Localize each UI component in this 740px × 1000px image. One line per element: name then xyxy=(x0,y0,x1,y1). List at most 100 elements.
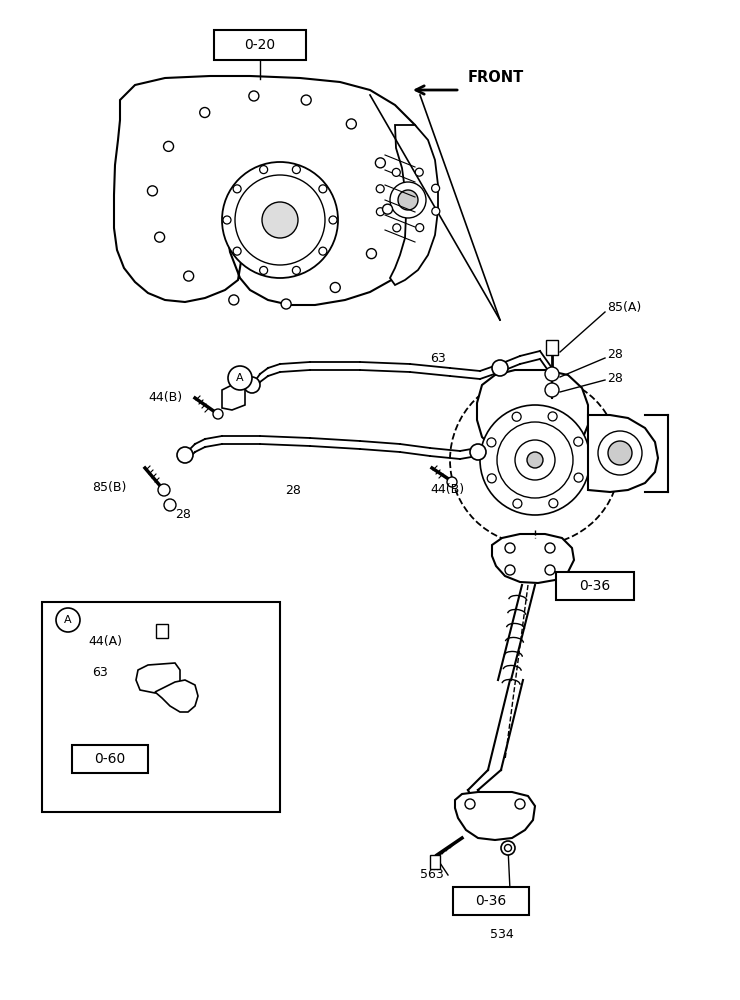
Text: 0-20: 0-20 xyxy=(244,38,275,52)
Circle shape xyxy=(377,208,384,216)
Circle shape xyxy=(480,405,590,515)
Text: 85(A): 85(A) xyxy=(607,302,642,314)
Circle shape xyxy=(487,474,497,483)
Text: 28: 28 xyxy=(607,371,623,384)
Bar xyxy=(556,572,634,600)
Circle shape xyxy=(431,184,440,192)
Bar xyxy=(42,602,280,812)
Bar xyxy=(453,887,529,915)
Circle shape xyxy=(447,477,457,487)
Circle shape xyxy=(392,168,400,176)
Circle shape xyxy=(281,299,291,309)
Circle shape xyxy=(492,360,508,376)
Polygon shape xyxy=(477,370,588,455)
Text: 44(B): 44(B) xyxy=(430,484,464,496)
Circle shape xyxy=(260,266,268,274)
Circle shape xyxy=(545,367,559,381)
Circle shape xyxy=(229,295,239,305)
Polygon shape xyxy=(136,663,180,693)
Circle shape xyxy=(262,202,298,238)
Circle shape xyxy=(505,543,515,553)
Circle shape xyxy=(574,473,583,482)
Circle shape xyxy=(319,185,327,193)
Circle shape xyxy=(415,168,423,176)
Circle shape xyxy=(260,166,268,174)
Polygon shape xyxy=(492,534,574,583)
Text: 85(B): 85(B) xyxy=(92,482,127,494)
Circle shape xyxy=(155,232,164,242)
Circle shape xyxy=(548,412,557,421)
Bar xyxy=(546,340,558,355)
Circle shape xyxy=(608,441,632,465)
Circle shape xyxy=(319,247,327,255)
Text: 0-36: 0-36 xyxy=(475,894,507,908)
Bar xyxy=(214,30,306,60)
Bar xyxy=(430,855,440,869)
Text: 28: 28 xyxy=(607,349,623,361)
Circle shape xyxy=(598,431,642,475)
Circle shape xyxy=(497,422,573,498)
Text: 44(A): 44(A) xyxy=(88,636,122,648)
Polygon shape xyxy=(222,383,245,410)
Circle shape xyxy=(249,91,259,101)
Bar xyxy=(72,745,148,773)
Circle shape xyxy=(366,249,377,259)
Polygon shape xyxy=(588,415,658,492)
Text: FRONT: FRONT xyxy=(468,70,524,86)
Circle shape xyxy=(200,108,209,118)
Circle shape xyxy=(222,162,338,278)
Text: 63: 63 xyxy=(430,352,445,364)
Text: 534: 534 xyxy=(490,928,514,942)
Circle shape xyxy=(177,447,193,463)
Circle shape xyxy=(346,119,357,129)
Circle shape xyxy=(383,204,392,214)
Text: 0-60: 0-60 xyxy=(95,752,126,766)
Circle shape xyxy=(158,484,170,496)
Circle shape xyxy=(545,565,555,575)
Circle shape xyxy=(233,185,241,193)
Circle shape xyxy=(233,247,241,255)
Circle shape xyxy=(147,186,158,196)
Circle shape xyxy=(56,608,80,632)
Circle shape xyxy=(501,841,515,855)
Circle shape xyxy=(223,216,231,224)
Bar xyxy=(156,624,168,638)
Text: 0-36: 0-36 xyxy=(579,579,610,593)
Circle shape xyxy=(398,190,418,210)
Circle shape xyxy=(574,437,583,446)
Text: 44(B): 44(B) xyxy=(148,391,182,404)
Polygon shape xyxy=(155,680,198,712)
Circle shape xyxy=(228,366,252,390)
Text: 63: 63 xyxy=(92,666,108,680)
Circle shape xyxy=(213,409,223,419)
Circle shape xyxy=(375,158,386,168)
Circle shape xyxy=(164,499,176,511)
Circle shape xyxy=(465,799,475,809)
Circle shape xyxy=(515,440,555,480)
Circle shape xyxy=(513,499,522,508)
Text: 28: 28 xyxy=(285,484,301,496)
Circle shape xyxy=(545,383,559,397)
Circle shape xyxy=(184,271,194,281)
Circle shape xyxy=(505,844,511,852)
Circle shape xyxy=(390,182,426,218)
Circle shape xyxy=(545,543,555,553)
Circle shape xyxy=(301,95,312,105)
Circle shape xyxy=(292,266,300,274)
Circle shape xyxy=(515,799,525,809)
Circle shape xyxy=(393,224,401,232)
Text: A: A xyxy=(236,373,243,383)
Circle shape xyxy=(329,216,337,224)
Circle shape xyxy=(487,438,496,447)
Circle shape xyxy=(512,412,521,421)
Polygon shape xyxy=(114,76,430,305)
Text: 563: 563 xyxy=(420,867,444,880)
Circle shape xyxy=(470,444,486,460)
Circle shape xyxy=(164,141,174,151)
Circle shape xyxy=(549,499,558,508)
Polygon shape xyxy=(390,125,438,285)
Polygon shape xyxy=(455,792,535,840)
Circle shape xyxy=(235,175,325,265)
Circle shape xyxy=(244,377,260,393)
Circle shape xyxy=(505,565,515,575)
